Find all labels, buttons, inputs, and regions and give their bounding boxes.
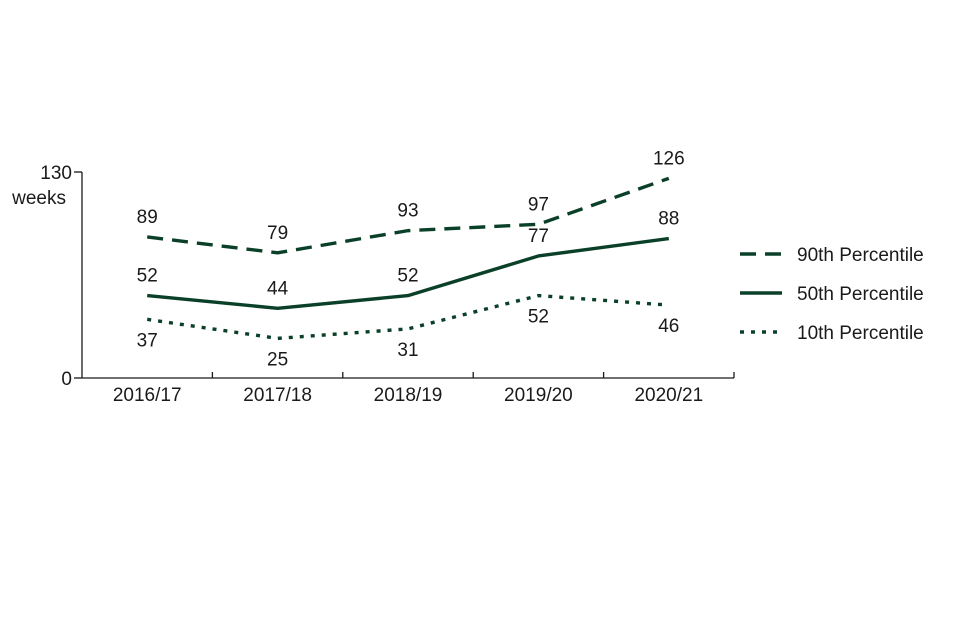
data-labels-layer: 89 79 93 97 126 52 44 52 77 88 37 25 31 52 46 bbox=[137, 148, 685, 370]
data-label: 37 bbox=[137, 330, 158, 351]
data-label: 44 bbox=[267, 278, 289, 299]
data-label: 46 bbox=[658, 316, 679, 337]
data-label: 52 bbox=[397, 266, 418, 287]
series-line-90th-percentile bbox=[146, 176, 670, 255]
legend-label: 90th Percentile bbox=[797, 245, 924, 266]
series-line-50th-percentile bbox=[147, 236, 670, 310]
data-label: 52 bbox=[528, 307, 549, 328]
data-label: 31 bbox=[397, 340, 418, 361]
data-label: 88 bbox=[658, 209, 679, 230]
legend-label: 50th Percentile bbox=[797, 284, 924, 305]
x-tick-label: 2017/18 bbox=[243, 385, 312, 406]
data-label: 25 bbox=[267, 349, 288, 370]
data-label: 52 bbox=[137, 266, 158, 287]
chart-legend: 90th Percentile 50th Percentile 10th Perce… bbox=[740, 245, 924, 344]
y-axis-ticks: 0 130 bbox=[40, 163, 82, 390]
data-label: 93 bbox=[397, 201, 418, 222]
x-tick-label: 2020/21 bbox=[634, 385, 703, 406]
data-label: 77 bbox=[528, 226, 549, 247]
y-tick-label: 130 bbox=[40, 163, 72, 184]
data-label: 126 bbox=[653, 148, 685, 169]
series-line-10th-percentile bbox=[146, 293, 669, 341]
x-tick-label: 2016/17 bbox=[113, 385, 182, 406]
x-tick-label: 2019/20 bbox=[504, 385, 573, 406]
data-label: 79 bbox=[267, 223, 288, 244]
x-axis-ticks: 2016/17 2017/18 2018/19 2019/20 2020/21 bbox=[113, 372, 735, 406]
y-tick-label: 0 bbox=[61, 369, 72, 390]
x-tick-label: 2018/19 bbox=[374, 385, 443, 406]
y-axis-unit-label: weeks bbox=[11, 188, 66, 209]
series-layer bbox=[146, 176, 670, 341]
data-label: 97 bbox=[528, 194, 549, 215]
chart-axes: 0 130 2016/17 2017/18 2018/19 2019/20 2020/21… bbox=[11, 163, 735, 406]
legend-label: 10th Percentile bbox=[797, 323, 924, 344]
data-label: 89 bbox=[137, 207, 158, 228]
